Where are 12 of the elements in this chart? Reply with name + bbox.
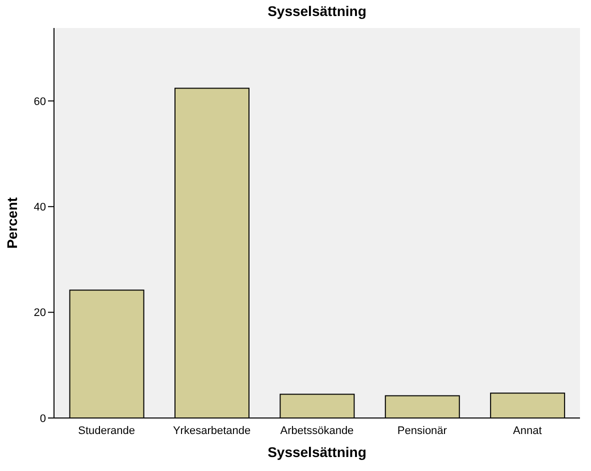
chart-title: Sysselsättning [266, 3, 368, 19]
x-tick-label: Arbetssökande [280, 424, 354, 437]
y-tick-label: 0 [40, 412, 46, 425]
x-tick-label: Annat [513, 424, 542, 437]
x-tick-label: Yrkesarbetande [172, 424, 251, 437]
x-tick-label: Studerande [78, 424, 136, 437]
y-tick-label: 40 [34, 202, 46, 214]
y-tick-label: 20 [34, 307, 46, 320]
x-axis-title: Sysselsättning [268, 444, 366, 460]
y-tick-label: 60 [34, 96, 46, 108]
y-axis-title: Percent [4, 196, 20, 249]
x-tick-label: Pensionär [397, 424, 448, 437]
